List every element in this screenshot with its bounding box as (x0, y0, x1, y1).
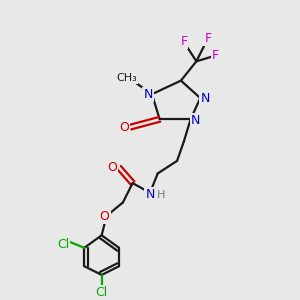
Text: CH₃: CH₃ (116, 73, 137, 83)
Text: N: N (145, 188, 155, 201)
Text: F: F (180, 35, 188, 49)
Text: F: F (212, 49, 219, 62)
Text: N: N (200, 92, 210, 104)
Text: N: N (191, 114, 200, 127)
Text: O: O (107, 161, 117, 174)
Text: H: H (156, 190, 165, 200)
Text: F: F (204, 32, 211, 45)
Text: Cl: Cl (57, 238, 69, 251)
Text: O: O (100, 210, 110, 224)
Text: O: O (119, 121, 129, 134)
Text: Cl: Cl (95, 286, 108, 299)
Text: N: N (143, 88, 153, 101)
